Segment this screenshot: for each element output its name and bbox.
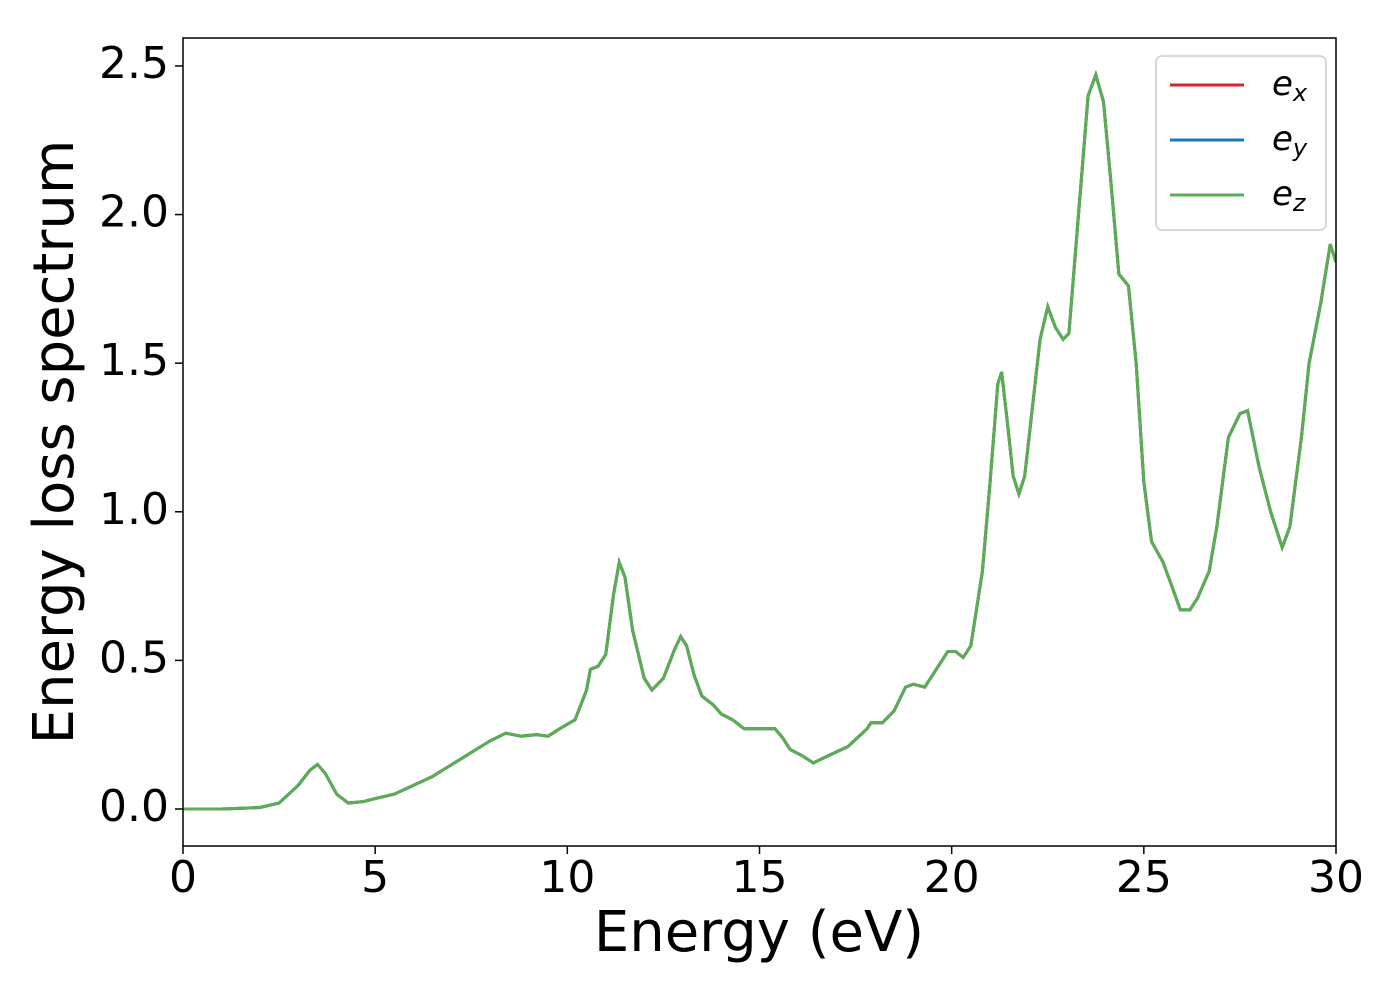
plot-frame	[182, 37, 1337, 847]
legend-label: ez	[1272, 174, 1307, 218]
y-tick-label: 2.5	[99, 38, 169, 89]
legend-label: ey	[1272, 119, 1308, 163]
y-tick-label: 0.5	[99, 632, 169, 683]
x-tick-label: 0	[169, 852, 197, 903]
legend-label: ex	[1272, 64, 1308, 108]
x-tick-label: 15	[732, 852, 788, 903]
y-tick-label: 1.0	[99, 484, 169, 535]
y-tick-label: 2.0	[99, 187, 169, 238]
x-axis-label: Energy (eV)	[594, 900, 924, 965]
series-line	[183, 70, 1336, 811]
x-tick-label: 25	[1116, 852, 1172, 903]
x-tick-label: 20	[924, 852, 980, 903]
y-tick-label: 1.5	[99, 335, 169, 386]
x-tick-label: 10	[539, 852, 595, 903]
x-tick-label: 5	[361, 852, 389, 903]
x-tick-label: 30	[1308, 852, 1364, 903]
y-tick-label: 0.0	[99, 781, 169, 832]
y-axis-label: Energy loss spectrum	[22, 140, 87, 745]
legend-box	[1155, 55, 1327, 231]
